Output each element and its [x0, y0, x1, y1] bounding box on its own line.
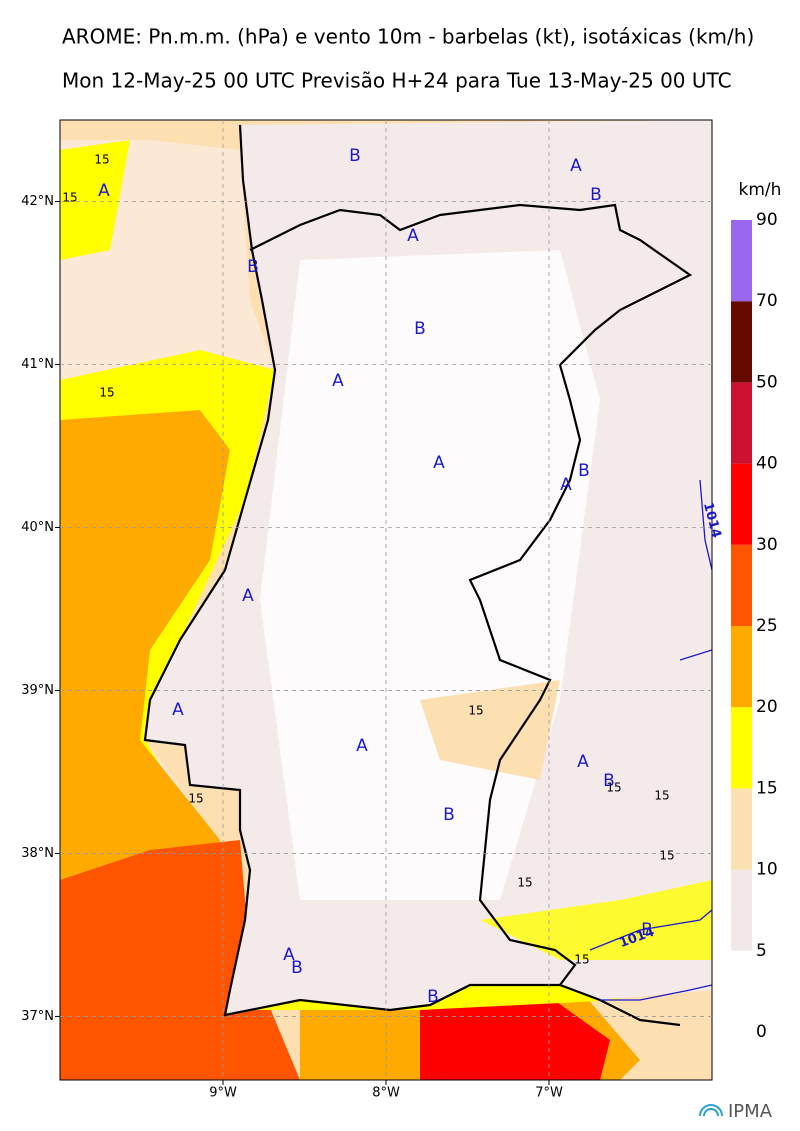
pressure-label: A	[433, 453, 445, 473]
colorbar-swatch	[731, 626, 752, 708]
pressure-label: B	[291, 958, 303, 978]
pressure-label: B	[603, 771, 615, 791]
colorbar-label: 0	[756, 1022, 767, 1042]
logo-icon	[699, 1104, 723, 1117]
y-tick-label: 42°N	[21, 194, 54, 209]
colorbar-swatch	[731, 869, 752, 951]
pressure-label: A	[356, 736, 368, 756]
isotach-label: 15	[94, 153, 109, 167]
colorbar-label: 5	[756, 941, 767, 961]
isotach-label: 15	[659, 849, 674, 863]
colorbar-label: 40	[756, 454, 778, 474]
colorbar-label: 50	[756, 372, 778, 392]
colorbar-unit: km/h	[739, 180, 782, 200]
pressure-label: A	[560, 475, 572, 495]
isotach-label: 15	[468, 704, 483, 718]
isotach-label: 15	[654, 789, 669, 803]
colorbar-swatch	[731, 544, 752, 626]
isotach-label: 15	[62, 191, 77, 205]
y-tick-label: 38°N	[21, 846, 54, 861]
pressure-label: B	[427, 987, 439, 1007]
isotach-label: 15	[99, 386, 114, 400]
pressure-label: A	[283, 945, 295, 965]
y-tick-label: 37°N	[21, 1009, 54, 1024]
pressure-label: B	[443, 805, 455, 825]
title: AROME: Pn.m.m. (hPa) e vento 10m - barbe…	[62, 25, 754, 49]
pressure-label: A	[407, 226, 419, 246]
y-tick-label: 40°N	[21, 520, 54, 535]
pressure-label: B	[247, 257, 259, 277]
y-tick-label: 39°N	[21, 683, 54, 698]
pressure-label: A	[242, 586, 254, 606]
x-tick-label: 9°W	[209, 1086, 237, 1101]
colorbar-label: 15	[756, 778, 778, 798]
logo: IPMA	[728, 1101, 773, 1122]
isotach-label: 15	[574, 953, 589, 967]
colorbar-label: 20	[756, 697, 778, 717]
pressure-label: B	[578, 461, 590, 481]
x-tick-label: 8°W	[372, 1086, 400, 1101]
y-tick-label: 41°N	[21, 357, 54, 372]
colorbar-swatch	[731, 301, 752, 383]
pressure-label: B	[641, 920, 653, 940]
pressure-label: A	[570, 156, 582, 176]
colorbar-swatch	[731, 382, 752, 464]
colorbar-swatch	[731, 463, 752, 545]
isotach-label: 15	[606, 781, 621, 795]
pressure-label: B	[349, 146, 361, 166]
pressure-label: A	[98, 181, 110, 201]
colorbar-label: 70	[756, 291, 778, 311]
pressure-label: B	[414, 319, 426, 339]
colorbar-swatch	[731, 220, 752, 302]
x-tick-label: 7°W	[535, 1086, 563, 1101]
colorbar-label: 10	[756, 860, 778, 880]
isotach-label: 15	[517, 876, 532, 890]
colorbar-label: 30	[756, 535, 778, 555]
pressure-label: A	[577, 752, 589, 772]
colorbar-label: 25	[756, 616, 778, 636]
isotach-label: 15	[188, 792, 203, 806]
pressure-label: B	[590, 185, 602, 205]
colorbar-swatch	[731, 788, 752, 870]
subtitle: Mon 12-May-25 00 UTC Previsão H+24 para …	[62, 69, 732, 93]
colorbar-label: 90	[756, 210, 778, 230]
pressure-label: A	[172, 700, 184, 720]
colorbar-swatch	[731, 707, 752, 789]
pressure-label: A	[332, 371, 344, 391]
